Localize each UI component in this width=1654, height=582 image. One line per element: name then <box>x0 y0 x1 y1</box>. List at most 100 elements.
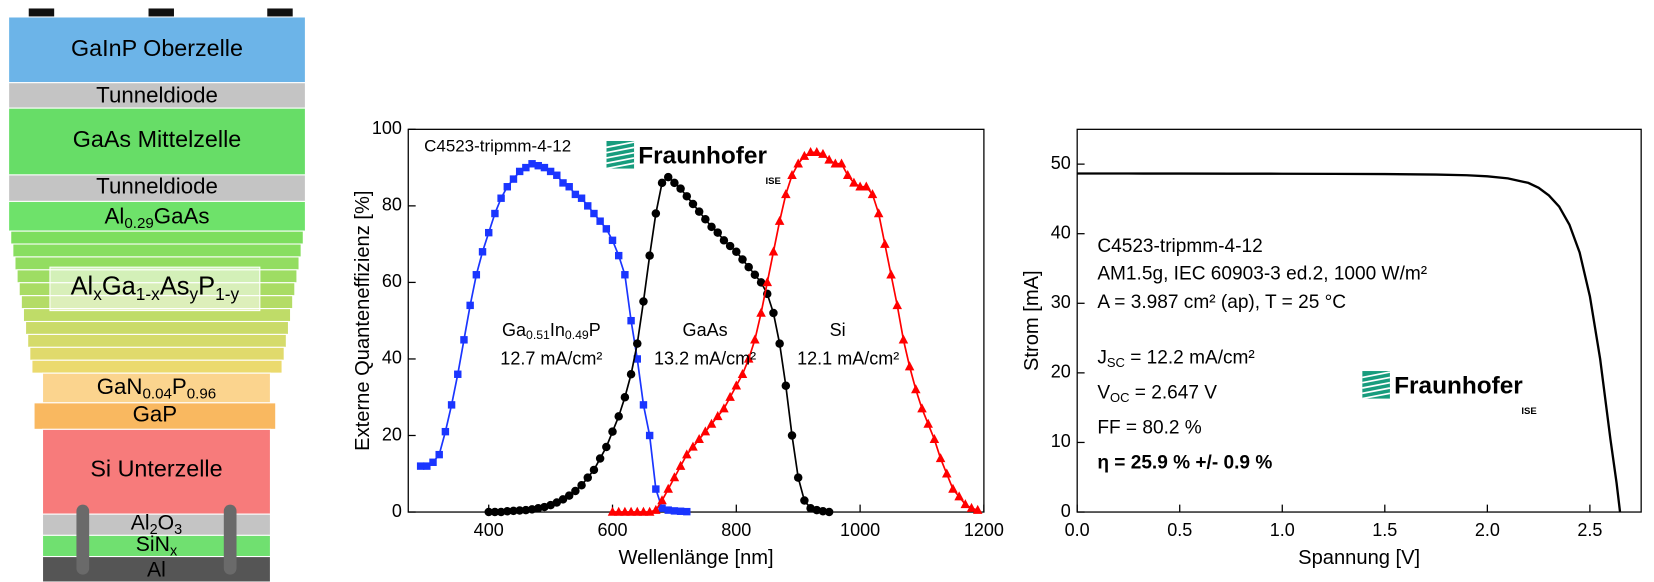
marker <box>608 427 617 436</box>
y-tick-label: 20 <box>382 424 402 444</box>
logo-stripe <box>1362 371 1391 379</box>
marker <box>892 300 903 310</box>
marker <box>521 505 531 515</box>
logo-stripe <box>606 162 635 170</box>
marker <box>812 146 822 157</box>
layer-label: Tunneldiode <box>96 174 218 199</box>
marker <box>701 215 710 224</box>
marker <box>645 431 654 440</box>
y-tick-label: 40 <box>382 348 402 368</box>
marker <box>577 481 586 490</box>
text-part: AM1.5g, IEC 60903-3 ed.2, 1000 W/m² <box>1097 264 1427 285</box>
marker <box>484 507 493 517</box>
text-part: Ga <box>502 320 527 340</box>
marker <box>880 238 890 248</box>
annotation: GaAs <box>683 320 728 340</box>
text-part: Si <box>830 320 846 340</box>
marker <box>700 426 711 436</box>
logo-name: Fraunhofer <box>638 142 767 169</box>
marker <box>632 506 643 516</box>
annotation: 12.1 mA/cm² <box>797 348 899 368</box>
series-line <box>1077 172 1622 513</box>
marker <box>515 506 524 515</box>
marker <box>652 485 660 493</box>
marker <box>577 194 586 202</box>
y-tick-label: 0 <box>392 501 402 521</box>
marker <box>633 355 641 363</box>
x-tick-label: 0.5 <box>1167 520 1192 540</box>
logo-stripe <box>1362 381 1391 389</box>
logo-stripe <box>606 141 635 149</box>
marker <box>731 380 742 390</box>
annotation: 13.2 mA/cm² <box>654 348 756 368</box>
y-tick-label: 40 <box>1051 222 1071 242</box>
marker <box>774 215 785 225</box>
marker <box>800 496 809 505</box>
marker <box>861 181 872 191</box>
marker <box>657 495 667 505</box>
text-part: Al <box>105 203 125 228</box>
subscript: 1-x <box>136 283 160 303</box>
marker <box>435 450 443 459</box>
marker <box>756 278 766 287</box>
graded-layer <box>27 333 287 348</box>
text-part: FF = 80.2 % <box>1097 417 1201 438</box>
marker <box>639 297 648 306</box>
marker <box>553 171 561 179</box>
text-part: Ga <box>102 272 137 300</box>
graded-layer <box>25 320 289 335</box>
marker <box>706 418 717 428</box>
text-part: GaN <box>97 374 143 399</box>
annotation: AM1.5g, IEC 60903-3 ed.2, 1000 W/m² <box>1097 264 1427 285</box>
marker <box>515 167 524 176</box>
marker <box>596 217 604 225</box>
marker <box>849 177 859 187</box>
text-part: SiN <box>136 532 170 555</box>
marker <box>775 339 784 348</box>
marker <box>607 506 618 516</box>
layer-label: Al0.29GaAs <box>105 203 210 232</box>
logo-sub: ISE <box>1521 406 1536 417</box>
x-tick-label: 400 <box>474 520 504 540</box>
text-part: 12.1 mA/cm² <box>797 348 899 368</box>
logo-stripe <box>606 146 635 154</box>
annotation: FF = 80.2 % <box>1097 417 1201 438</box>
marker <box>626 506 636 516</box>
subscript: 0.04 <box>142 386 171 403</box>
marker <box>762 277 773 287</box>
via <box>76 504 90 575</box>
marker <box>719 403 729 413</box>
text-part: GaAs Mittelzelle <box>73 126 241 152</box>
text-part: = 2.647 V <box>1130 382 1218 403</box>
logo-name: Fraunhofer <box>1394 372 1523 399</box>
text-part: Tunneldiode <box>96 82 218 107</box>
marker <box>960 499 971 509</box>
marker <box>750 270 760 279</box>
subscript: 0.29 <box>124 215 153 232</box>
logo-stripe <box>1362 387 1391 395</box>
graded-layer <box>10 230 304 245</box>
text-part: In <box>550 320 565 340</box>
text-part: As <box>160 272 190 300</box>
marker <box>583 473 592 482</box>
marker <box>589 465 599 475</box>
y-tick-label: 0 <box>1061 501 1071 521</box>
marker <box>750 334 760 344</box>
layer-label: Al2O3 <box>131 511 182 538</box>
marker <box>824 154 834 164</box>
marker <box>793 158 803 168</box>
contact <box>267 8 293 19</box>
marker <box>509 506 518 516</box>
marker <box>923 418 933 428</box>
text-part: 13.2 mA/cm² <box>654 348 756 368</box>
layer <box>41 372 271 404</box>
logo-stripe <box>606 151 635 159</box>
annotation: C4523-tripmm-4-12 <box>1097 236 1262 257</box>
marker <box>540 163 549 172</box>
text-part: A = 3.987 cm² (ap), T = 25 °C <box>1097 292 1346 313</box>
marker <box>571 486 580 496</box>
marker <box>805 146 816 157</box>
layer <box>8 174 306 202</box>
marker <box>670 507 679 515</box>
